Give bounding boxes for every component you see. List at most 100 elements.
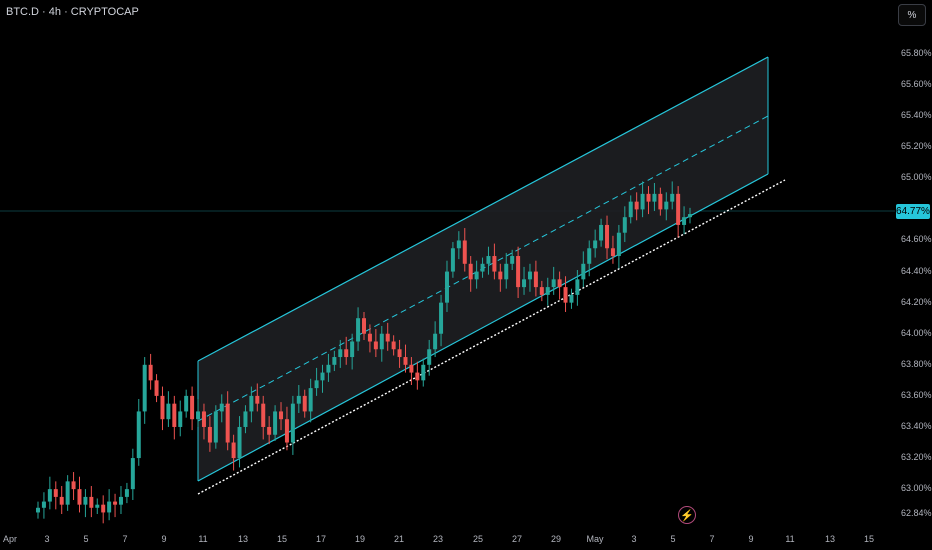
candle-body	[302, 395, 307, 412]
support-dotted-line	[197, 179, 786, 495]
candle-body	[421, 364, 426, 381]
candle-body	[296, 395, 301, 404]
candle-body	[527, 271, 532, 280]
candle-body	[587, 248, 592, 264]
candle-body	[533, 271, 538, 288]
channel-upper-line	[197, 56, 769, 362]
candle-body	[166, 403, 171, 420]
candle-body	[160, 395, 165, 420]
candle-body	[462, 240, 467, 264]
candles	[36, 181, 692, 524]
candle-body	[610, 248, 615, 257]
candle-body	[190, 395, 195, 420]
candle-body	[373, 341, 378, 350]
candle-body	[290, 403, 295, 443]
candle-body	[172, 403, 177, 427]
candle-body	[243, 411, 248, 427]
candle-body	[385, 333, 390, 342]
symbol-title: BTC.D · 4h · CRYPTOCAP	[6, 6, 139, 18]
candle-body	[474, 271, 479, 280]
y-tick-label: 63.80%	[901, 358, 932, 369]
candle-body	[492, 256, 497, 272]
candle-body	[350, 341, 355, 358]
y-tick-label: 62.84%	[901, 508, 932, 518]
x-tick-label: 17	[315, 534, 327, 544]
y-tick-label: 65.20%	[901, 141, 932, 152]
candle-body	[658, 193, 663, 210]
candle-body	[498, 271, 503, 280]
candle-body	[113, 501, 118, 505]
candle-body	[504, 263, 509, 280]
candle-body	[184, 395, 189, 412]
candle-body	[444, 271, 449, 303]
y-tick-label: 65.60%	[901, 79, 932, 90]
candle-body	[47, 489, 52, 502]
candle-body	[124, 489, 129, 497]
percent-scale-button[interactable]: %	[898, 4, 926, 26]
candle-body	[563, 287, 568, 303]
candle-body	[65, 481, 70, 505]
candle-body	[379, 333, 384, 350]
candle-body	[71, 481, 76, 490]
candle-body	[605, 224, 610, 249]
y-tick-label: 64.40%	[901, 265, 932, 276]
candle-body	[433, 333, 438, 350]
current-price-label: 64.77%	[896, 204, 930, 219]
candle-body	[468, 263, 473, 280]
candle-body	[89, 496, 94, 508]
candle-body	[142, 364, 147, 412]
candle-body	[101, 504, 106, 513]
candle-body	[616, 232, 621, 257]
candle-body	[338, 349, 343, 358]
candle-body	[510, 256, 515, 264]
candle-body	[652, 193, 657, 202]
x-tick-label: 15	[863, 534, 875, 544]
y-tick-label: 64.00%	[901, 327, 932, 338]
x-tick-label: 9	[161, 534, 167, 544]
candle-body	[391, 341, 396, 350]
y-tick-label: 63.40%	[901, 420, 932, 431]
candle-body	[522, 279, 527, 288]
candle-body	[539, 287, 544, 295]
x-tick-label: 15	[276, 534, 288, 544]
x-tick-label: 11	[785, 534, 795, 544]
candle-body	[196, 411, 201, 420]
x-tick-label: 29	[550, 534, 562, 544]
candle-body	[640, 193, 645, 210]
candle-body	[130, 458, 135, 490]
candle-body	[427, 349, 432, 365]
candle-body	[622, 217, 627, 233]
candle-body	[267, 426, 272, 435]
candle-body	[569, 294, 574, 303]
candle-body	[480, 263, 485, 272]
y-tick-label: 63.00%	[901, 483, 932, 494]
x-tick-label: 7	[122, 534, 128, 544]
candle-body	[213, 411, 218, 443]
x-tick-label: 3	[44, 534, 50, 544]
candle-body	[397, 349, 402, 358]
candle-body	[59, 496, 64, 505]
x-tick-label: 23	[432, 534, 444, 544]
y-tick-label: 64.60%	[901, 234, 932, 245]
candle-body	[575, 279, 580, 295]
candle-body	[249, 395, 254, 412]
candle-body	[403, 357, 408, 365]
candle-body	[551, 279, 556, 288]
candle-body	[255, 395, 260, 404]
y-tick-label: 63.20%	[901, 452, 932, 463]
candle-body	[356, 318, 361, 342]
candle-body	[450, 248, 455, 272]
lightning-bolt-icon[interactable]: ⚡	[678, 506, 696, 524]
candle-body	[219, 403, 224, 412]
candle-body	[107, 501, 112, 513]
candle-body	[646, 193, 651, 202]
x-tick-label: 11	[198, 534, 208, 544]
candle-body	[231, 442, 236, 459]
candle-body	[154, 380, 159, 396]
candle-body	[682, 217, 687, 225]
y-tick-label: 65.00%	[901, 172, 932, 183]
candle-body	[326, 364, 331, 373]
candle-body	[332, 357, 337, 365]
candle-body	[664, 201, 669, 210]
